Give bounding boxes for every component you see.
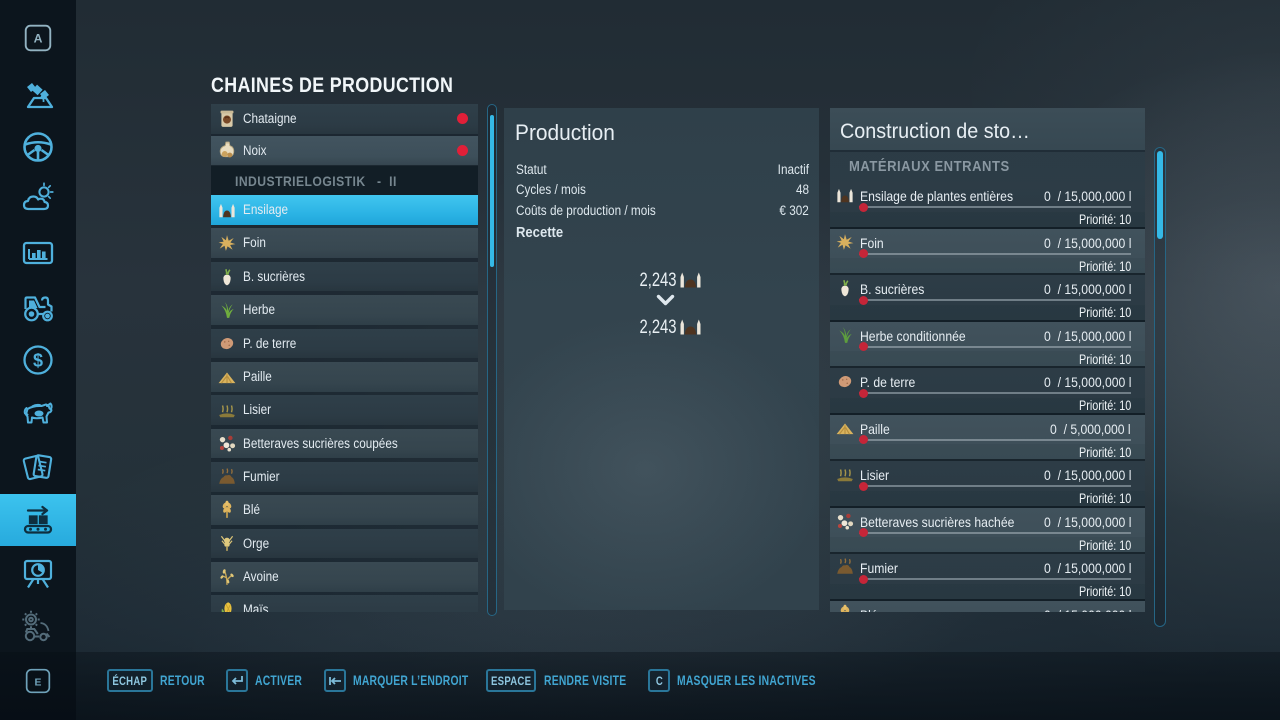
svg-text:$: $ [33, 351, 43, 371]
svg-text:A: A [34, 32, 43, 46]
svg-text:E: E [35, 677, 42, 688]
